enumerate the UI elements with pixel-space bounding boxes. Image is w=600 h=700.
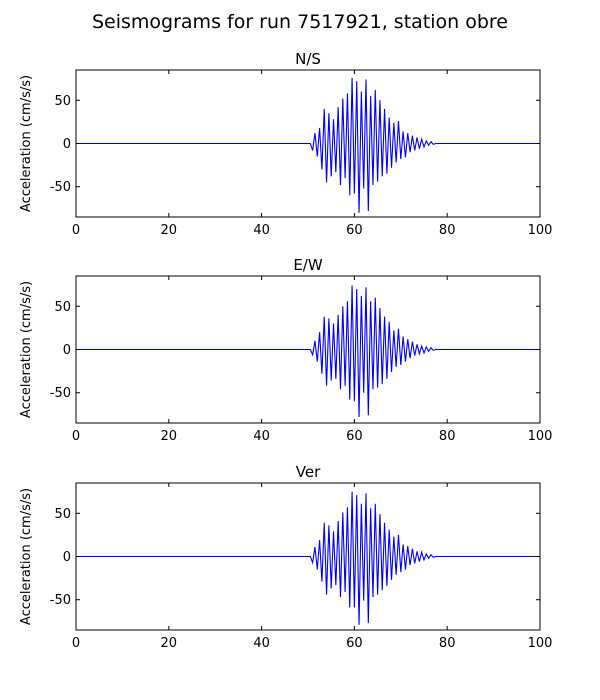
panels: N/S Acceleration (cm/s/s) 0 20 40 60 80 100 50 0 -… [19,50,552,651]
y-tick-label: 0 [63,550,71,565]
panel-title: Ver [296,463,321,481]
series-line [76,285,540,417]
x-tick-label: 100 [528,429,553,444]
y-axis-label: Acceleration (cm/s/s) [19,281,34,418]
x-tick-label: 20 [161,223,178,238]
x-tick-label: 60 [346,223,363,238]
panel-n-s: N/S Acceleration (cm/s/s) 0 20 40 60 80 100 50 0 -… [19,50,552,238]
series-line [76,491,540,625]
y-axis-label: Acceleration (cm/s/s) [19,488,34,625]
panel-e-w: E/W Acceleration (cm/s/s) 0 20 40 60 80 100 50 0 -… [19,256,552,444]
x-tick-label: 60 [346,636,363,651]
y-axis-label: Acceleration (cm/s/s) [19,75,34,212]
y-tick-label: 0 [63,137,71,152]
figure-title: Seismograms for run 7517921, station obr… [91,11,508,33]
x-tick-label: 80 [439,223,456,238]
x-tick-label: 20 [161,636,178,651]
series-line [76,77,540,213]
x-tick-label: 80 [439,429,456,444]
y-tick-label: -50 [50,593,71,608]
x-tick-label: 0 [72,636,80,651]
y-tick-label: -50 [50,386,71,401]
x-tick-label: 40 [253,223,270,238]
x-tick-label: 80 [439,636,456,651]
x-tick-label: 60 [346,429,363,444]
x-tick-label: 0 [72,223,80,238]
x-tick-label: 100 [528,223,553,238]
y-tick-label: 50 [54,507,71,522]
x-tick-label: 100 [528,636,553,651]
y-tick-label: -50 [50,180,71,195]
panel-ver: Ver Acceleration (cm/s/s) 0 20 40 60 80 100 50 0 -… [19,463,552,651]
y-tick-label: 50 [54,94,71,109]
panel-title: E/W [293,256,323,274]
x-tick-label: 40 [253,429,270,444]
x-tick-label: 40 [253,636,270,651]
x-tick-label: 20 [161,429,178,444]
y-tick-label: 50 [54,300,71,315]
y-tick-label: 0 [63,343,71,358]
x-tick-label: 0 [72,429,80,444]
panel-title: N/S [295,50,321,68]
